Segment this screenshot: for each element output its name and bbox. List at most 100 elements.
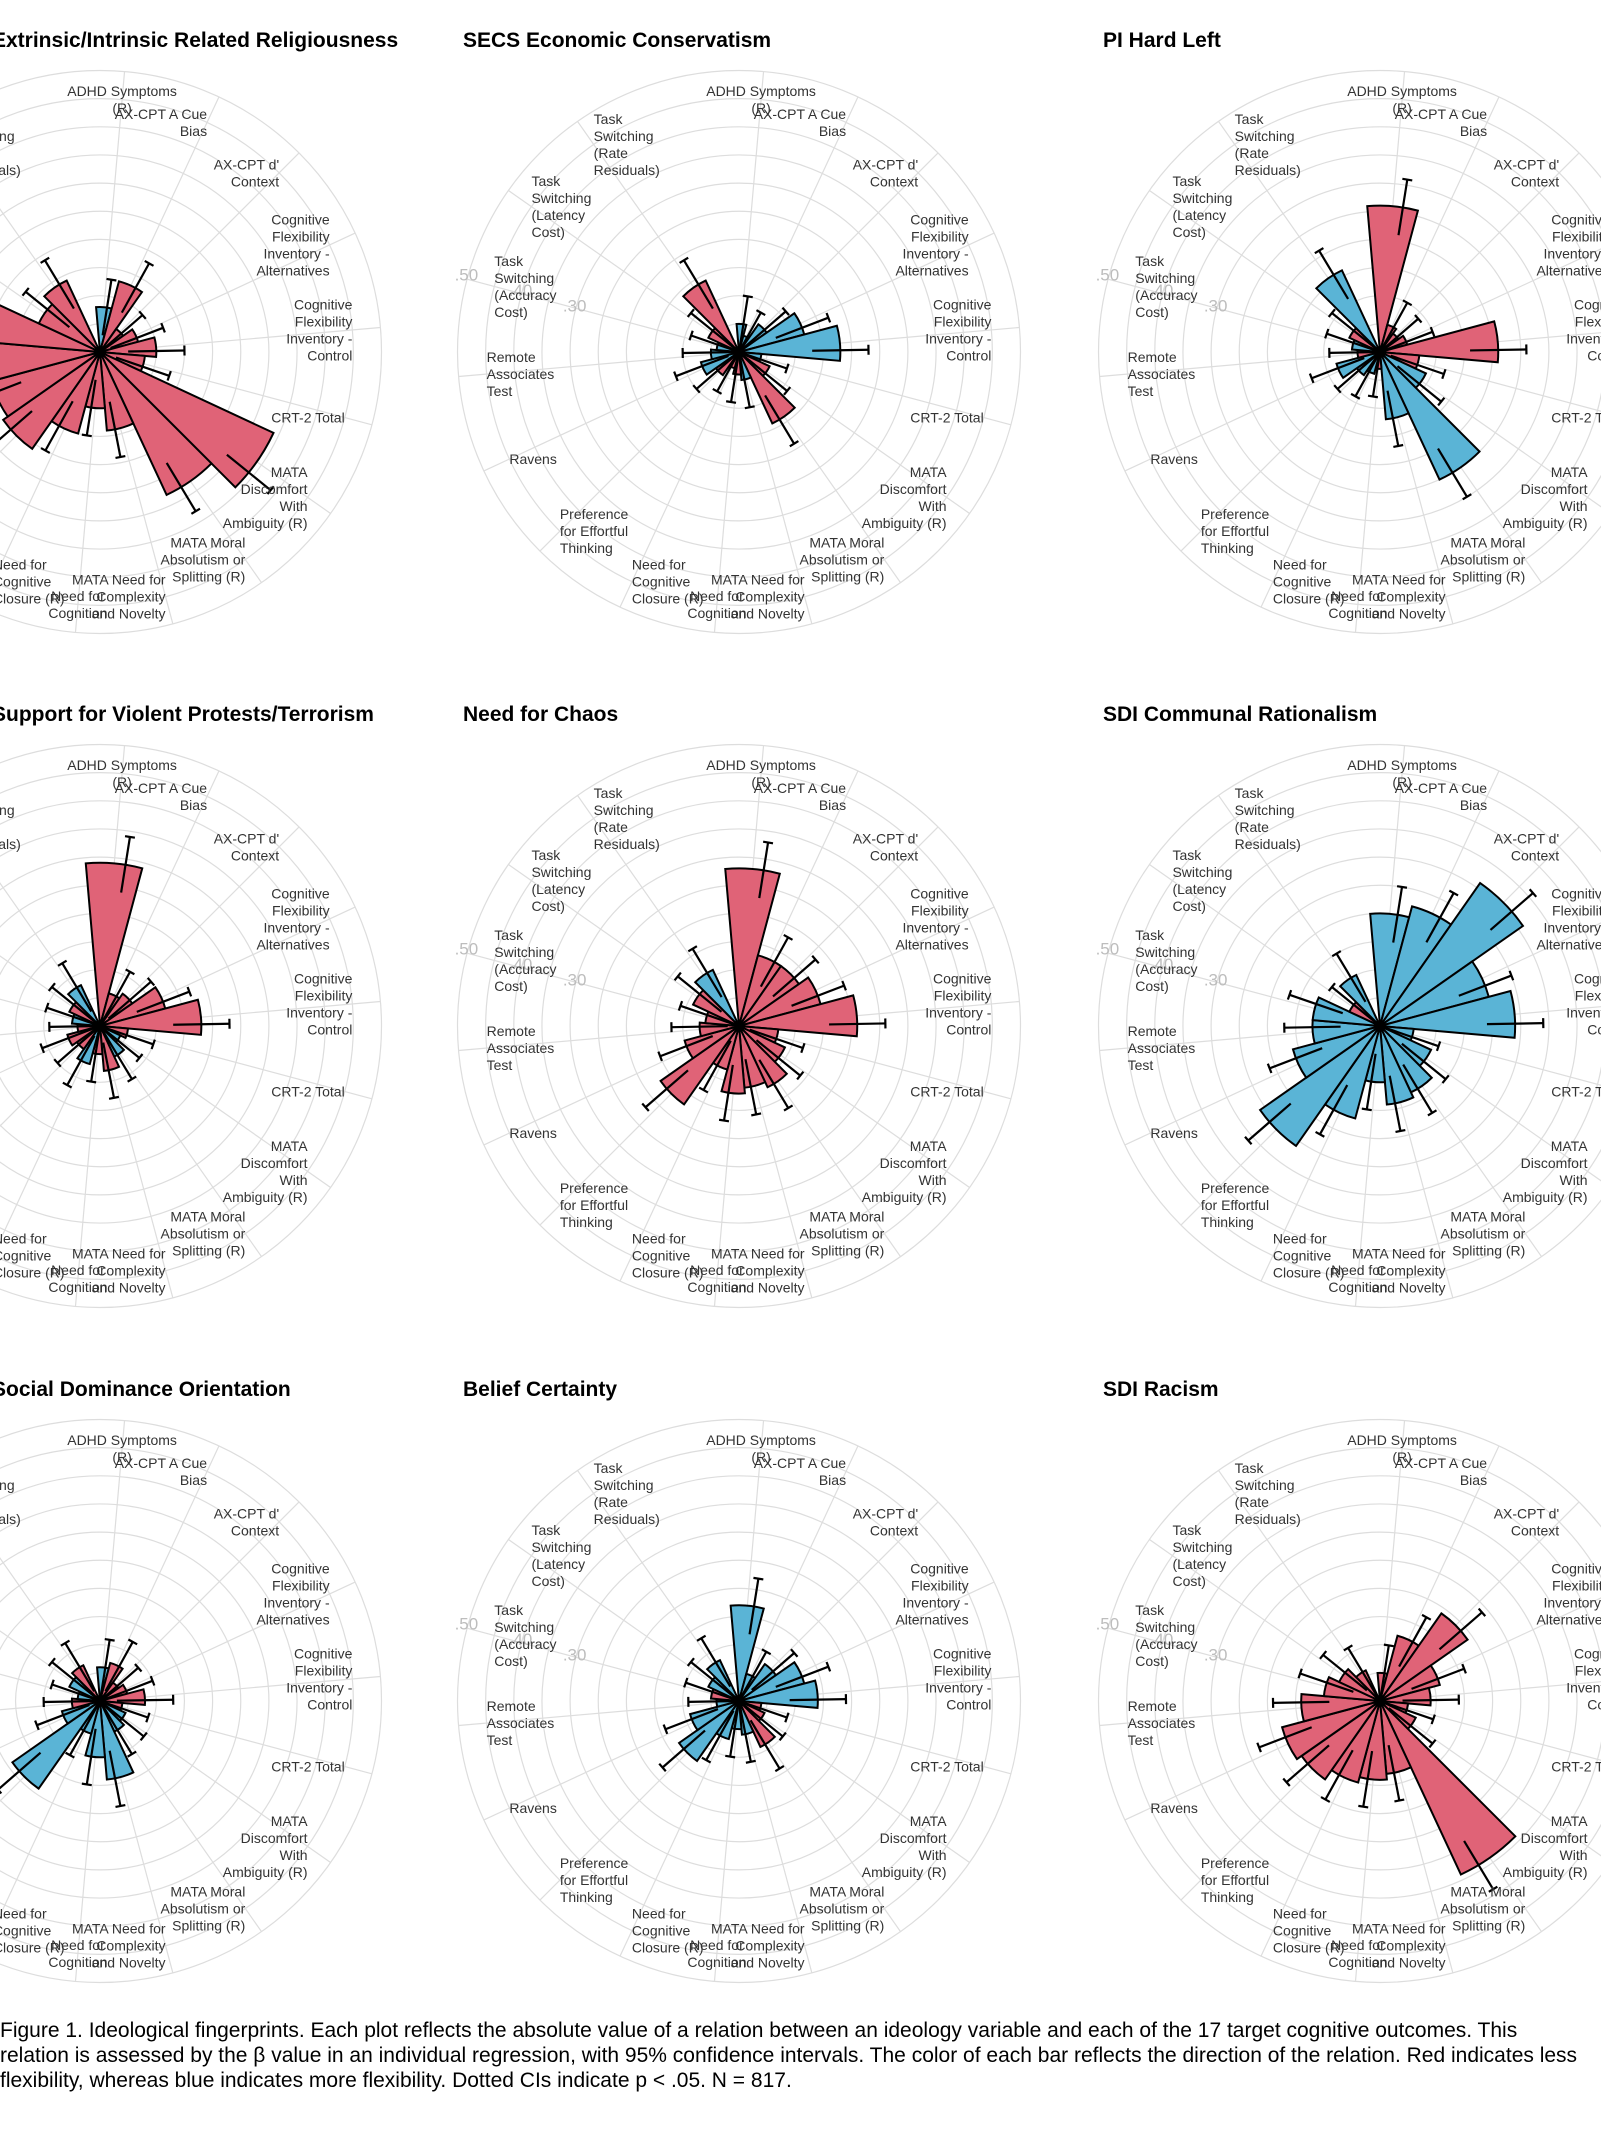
error-bar [702, 1040, 732, 1091]
category-label-line: Complexity [735, 1263, 804, 1279]
category-label: Need for Cognition [1328, 588, 1387, 621]
grid-ring [1154, 1475, 1601, 1927]
category-label: Remote Associates Test [1128, 349, 1196, 399]
category-label-line: (Latency [531, 881, 585, 897]
category-label-line: MATA [1551, 464, 1588, 480]
category-label-line: AX-CPT d' [1494, 830, 1559, 846]
category-label-line: Context [1511, 847, 1559, 863]
error-bar [1365, 1053, 1377, 1110]
category-label: Need for Cognition [687, 588, 746, 621]
grid-spoke [99, 1445, 220, 1702]
error-cap [39, 1043, 46, 1054]
error-bar [102, 1042, 116, 1099]
error-cap [81, 433, 92, 438]
error-cap [1437, 397, 1446, 407]
category-label-line: Residuals) [0, 162, 21, 178]
category-label-line: Cognitive [1574, 296, 1601, 312]
category-label-line: Flexibility [1552, 902, 1601, 918]
grid-spoke [1354, 351, 1381, 633]
grid-ring [569, 1531, 909, 1871]
panel-title: Support for Violent Protests/Terrorism [0, 703, 374, 726]
category-label-line: Alternatives [895, 262, 968, 278]
error-bar [69, 1705, 99, 1756]
error-cap [698, 1086, 709, 1094]
category-label: Need for Cognition [687, 1937, 746, 1970]
error-bar [1438, 1611, 1483, 1651]
category-label: CRT-2 Total [271, 1759, 344, 1775]
category-label-line: CRT-2 Total [1551, 1084, 1601, 1100]
error-bar [1324, 1749, 1354, 1801]
ring-label: .50 [1096, 1614, 1120, 1633]
grid-spoke [738, 351, 813, 625]
category-label-line: Ravens [509, 1125, 556, 1141]
error-bar [51, 1683, 101, 1703]
error-cap [687, 945, 698, 953]
grid-spoke [99, 1700, 373, 1775]
error-cap [811, 955, 820, 965]
error-bar [44, 400, 74, 452]
error-cap [1396, 885, 1408, 889]
error-cap [138, 310, 147, 320]
category-label-line: (R) [112, 774, 131, 790]
radar-panel: Support for Violent Protests/Terrorism.3… [0, 703, 383, 1309]
category-label: CRT-2 Total [910, 1759, 983, 1775]
grid-ring [0, 772, 354, 1280]
category-label: MATA Need for Complexity and Novelty [72, 1246, 166, 1296]
error-cap [1297, 1668, 1303, 1679]
grid-spoke [99, 826, 300, 1027]
category-label-line: Switching [1172, 190, 1232, 206]
bar [688, 1700, 740, 1732]
error-cap [1361, 1107, 1372, 1112]
bar [1354, 1669, 1381, 1702]
error-bar [791, 984, 845, 1007]
category-label-line: Associates [487, 1715, 555, 1731]
category-label-line: (Accuracy [1135, 1636, 1197, 1652]
bar [1335, 351, 1381, 380]
error-cap [718, 1118, 730, 1123]
category-label-line: MATA Need for [711, 1246, 805, 1262]
category-label-line: Cost) [1135, 1653, 1168, 1669]
error-cap [57, 959, 68, 967]
bar [1379, 1025, 1415, 1106]
category-label-line: Thinking [560, 1214, 613, 1230]
category-label-line: Switching [594, 802, 654, 818]
error-bar [716, 351, 740, 392]
bar [99, 998, 203, 1036]
category-label-line: Thinking [1201, 1889, 1254, 1905]
error-cap [688, 330, 694, 341]
category-label-line: Preference [1201, 506, 1270, 522]
category-label: MATA Need for Complexity and Novelty [1352, 1246, 1446, 1296]
grid-spoke [1379, 248, 1601, 353]
category-label-line: Switching [1172, 864, 1232, 880]
error-cap [789, 440, 799, 448]
error-cap [712, 388, 723, 395]
category-label-line: Thinking [1201, 1214, 1254, 1230]
error-cap [53, 1058, 62, 1068]
category-label-line: Flexibility [295, 313, 353, 329]
error-bar [90, 1025, 102, 1082]
category-label-line: Flexibility [1575, 987, 1601, 1003]
error-bar [1379, 330, 1433, 354]
radar-panel: Social Dominance Orientation.30.40.50ADH… [0, 1378, 383, 1984]
category-label-line: Need for [1331, 1262, 1385, 1278]
error-bar [1386, 390, 1400, 447]
category-label-line: AX-CPT A Cue [1395, 1455, 1488, 1471]
category-label: Ravens [1150, 451, 1197, 467]
category-label-line: Ambiguity (R) [1503, 1189, 1588, 1205]
category-label-line: Absolutism or [800, 1901, 885, 1917]
category-label-line: Control [946, 347, 991, 363]
category-label-line: Alternatives [1536, 936, 1601, 952]
grid-ring [541, 154, 937, 550]
error-bar [1347, 1647, 1379, 1697]
bar [66, 1025, 101, 1047]
error-bar [116, 1698, 174, 1702]
error-cap [1428, 1738, 1437, 1749]
grid-spoke [619, 351, 740, 608]
grid-spoke [99, 1700, 331, 1863]
category-label-line: Task [531, 847, 561, 863]
grid-spoke [1149, 190, 1381, 353]
grid-ring [541, 1503, 937, 1899]
